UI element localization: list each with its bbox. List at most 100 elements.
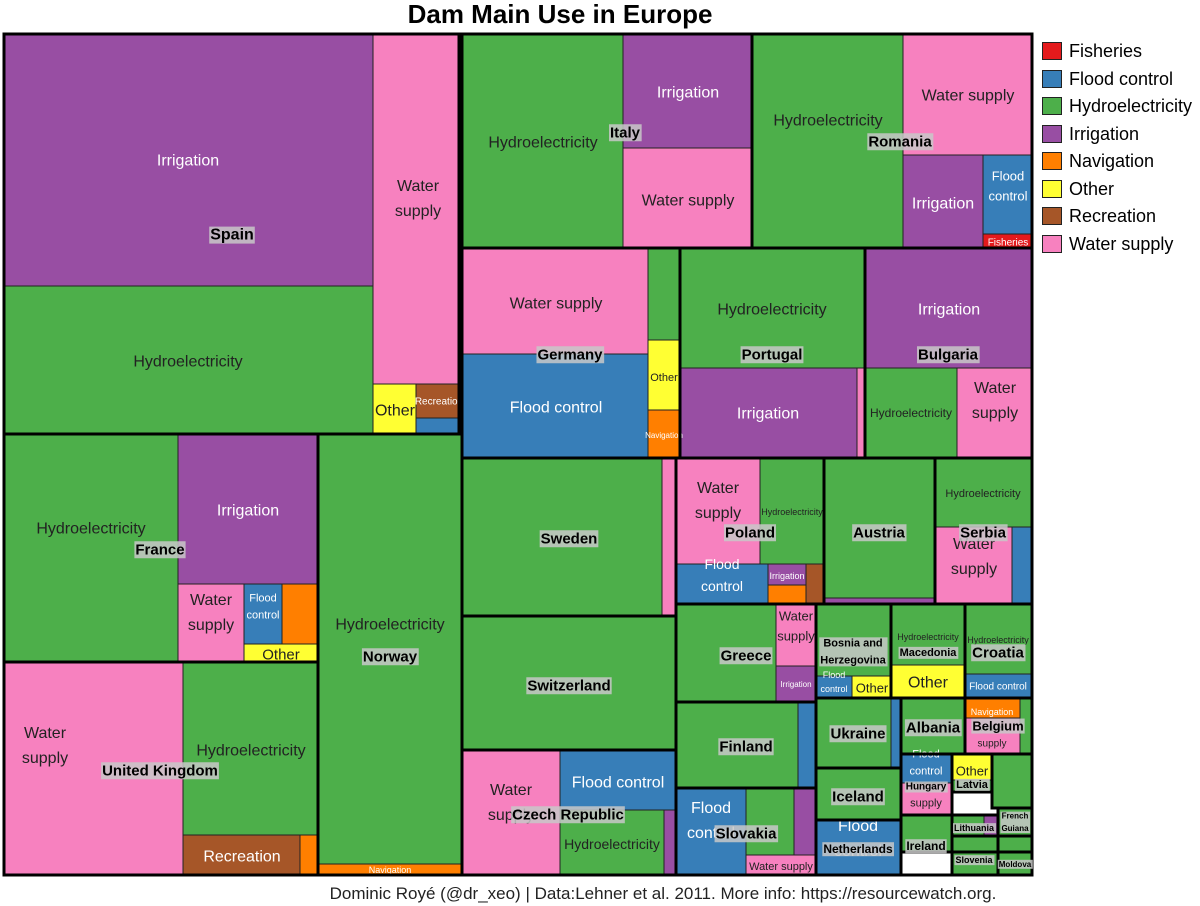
country-label-italy: Italy [610, 124, 641, 141]
cell-label: Irrigation [912, 196, 974, 213]
cell-hydroelectricity [951, 835, 999, 853]
country-label-portugal: Portugal [742, 346, 803, 363]
country-label-latvia: Latvia [956, 779, 989, 791]
cell-flood-control [797, 701, 817, 789]
country-label-iceland: Iceland [832, 788, 884, 805]
cell-label: Hydroelectricity [870, 406, 952, 420]
cell-label: Fisheries [988, 238, 1029, 249]
country-label-bg [819, 637, 888, 667]
cell-label: Flood control [510, 400, 603, 417]
country-label-spain: Spain [210, 227, 254, 244]
legend-label: Flood control [1069, 68, 1174, 89]
cell-label: Irrigation [157, 153, 219, 170]
country-label-bg [867, 133, 934, 151]
country-label-germany: Germany [537, 346, 603, 363]
cell-hydroelectricity [991, 753, 1033, 809]
cell-label: Irrigation [737, 406, 799, 423]
country-label-bg [955, 778, 990, 791]
cell-label: Irrigation [769, 571, 804, 581]
legend-swatch [1042, 207, 1062, 225]
country-label-serbia: Serbia [960, 524, 1007, 541]
legend-label: Water supply [1069, 233, 1174, 254]
country-label-poland: Poland [725, 524, 775, 541]
country-label-bg [971, 718, 1025, 734]
country-label-bg [539, 530, 599, 548]
country-label-united-kingdom: United Kingdom [102, 762, 218, 779]
cell-flood-control [559, 749, 677, 811]
country-label-bosnia-and-herzegovina: Bosnia and Herzegovina [820, 637, 886, 666]
cell-label: Other [956, 764, 989, 779]
cell-water-supply [372, 33, 463, 385]
cell-label: Other [856, 681, 889, 696]
cell-label: Irrigation [217, 503, 279, 520]
country-label-bg [361, 648, 419, 666]
cell-label: Hydroelectricity [196, 743, 305, 760]
cell-label: Irrigation [918, 302, 980, 319]
cell-label: Other [375, 403, 416, 420]
country-label-french-guiana: French Guiana [1001, 812, 1029, 833]
country-label-bg [718, 738, 774, 756]
country-label-bg [852, 524, 907, 542]
country-label-sweden: Sweden [541, 530, 598, 547]
cell-irrigation [663, 809, 677, 876]
country-label-france: France [135, 541, 184, 558]
cell-label: Hydroelectricity [335, 617, 444, 634]
cell-other [647, 339, 681, 411]
cell-water-supply [661, 457, 677, 617]
cell-label: Hydroelectricity [897, 632, 959, 642]
treemap-frame [2, 32, 1034, 877]
legend-item: Flood control [1042, 68, 1200, 90]
cell-hydroelectricity [647, 247, 681, 341]
country-label-bg [916, 346, 980, 364]
legend-swatch [1042, 179, 1062, 198]
country-label-czech-republic: Czech Republic [512, 806, 624, 823]
cell-water-supply [675, 457, 761, 565]
country-label-albania: Albania [906, 719, 961, 736]
cell-label: Irrigation [657, 85, 719, 102]
cell-label: Hydroelectricity [717, 302, 826, 319]
country-label-bg [511, 806, 625, 824]
cell-irrigation [793, 787, 817, 856]
cell-water-supply [622, 147, 753, 249]
country-label-austria: Austria [853, 524, 905, 541]
legend-swatch [1042, 69, 1062, 88]
cell-label: Water supply [510, 296, 603, 313]
country-label-bg [831, 788, 885, 806]
country-label-bg [904, 719, 962, 737]
country-label-bg [101, 762, 219, 780]
cell-irrigation [177, 433, 319, 585]
legend-label: Fisheries [1069, 41, 1143, 61]
country-label-switzerland: Switzerland [527, 677, 610, 694]
cell-label: Other [650, 372, 678, 384]
legend-item: Water supply [1042, 233, 1200, 255]
cell-recreation [182, 834, 301, 876]
legend-item: Irrigation [1042, 123, 1200, 145]
country-label-bg [904, 781, 948, 793]
cell-label: Hydroelectricity [967, 635, 1029, 645]
country-label-bg [536, 346, 605, 364]
cell-label: Hydroelectricity [133, 354, 242, 371]
legend-item: Recreation [1042, 205, 1200, 227]
cell-label: Other [908, 675, 949, 692]
country-label-netherlands: Netherlands [823, 842, 893, 856]
chart-title: Dam Main Use in Europe [407, 0, 713, 29]
country-label-norway: Norway [363, 648, 418, 665]
country-label-bg [608, 124, 642, 142]
country-label-finland: Finland [719, 738, 772, 755]
treemap-chart: Irrigation Hydroelectricity Water supply Oth… [2, 32, 1034, 877]
cell-hydroelectricity [997, 835, 1033, 853]
cell-water-supply [902, 33, 1033, 156]
cell-label: Hydroelectricity [773, 113, 882, 130]
legend-swatch [1042, 234, 1062, 253]
country-label-bg [714, 825, 779, 843]
country-label-moldova: Moldova [999, 860, 1032, 869]
cell-hydroelectricity [461, 33, 624, 249]
cell-hydroelectricity [745, 787, 795, 856]
legend-item: Fisheries [1042, 40, 1200, 62]
